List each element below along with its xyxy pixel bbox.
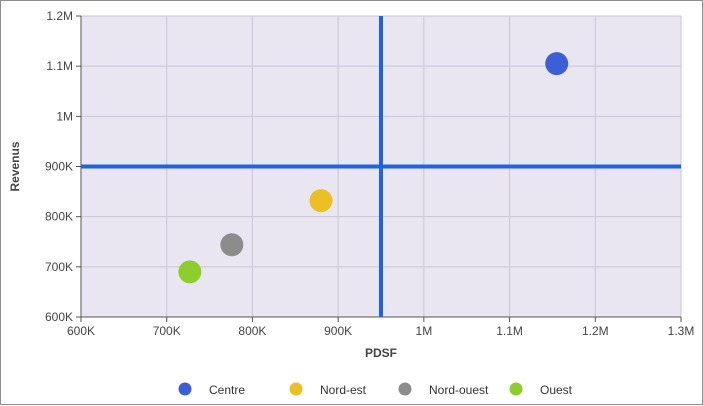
x-tick-label: 800K <box>238 324 266 338</box>
y-tick-label: 1.2M <box>46 9 73 23</box>
legend-label-nord-est: Nord-est <box>320 383 367 397</box>
point-nord-ouest <box>220 233 244 257</box>
legend-label-centre: Centre <box>209 383 245 397</box>
legend-marker-centre <box>178 382 192 396</box>
y-tick-label: 700K <box>45 260 73 274</box>
y-tick-label: 600K <box>45 310 73 324</box>
x-tick-label: 1M <box>416 324 433 338</box>
x-tick-label: 900K <box>324 324 352 338</box>
x-tick-label: 1.3M <box>668 324 695 338</box>
legend-marker-nord-ouest <box>398 382 412 396</box>
point-ouest <box>178 260 202 284</box>
x-tick-label: 1.2M <box>582 324 609 338</box>
y-axis-ticks: 600K 700K 800K 900K 1M 1.1M 1.2M <box>45 9 81 324</box>
y-axis-title: Revenus <box>8 141 22 191</box>
legend-label-ouest: Ouest <box>540 383 573 397</box>
y-tick-label: 1.1M <box>46 59 73 73</box>
legend-marker-ouest <box>509 382 523 396</box>
legend: Centre Nord-est Nord-ouest Ouest <box>178 382 573 397</box>
point-nord-est <box>309 189 333 213</box>
y-tick-label: 800K <box>45 210 73 224</box>
point-centre <box>545 52 569 76</box>
legend-label-nord-ouest: Nord-ouest <box>429 383 489 397</box>
x-tick-label: 600K <box>67 324 95 338</box>
x-axis-ticks: 600K 700K 800K 900K 1M 1.1M 1.2M 1.3M <box>67 317 694 338</box>
reference-lines <box>81 16 681 317</box>
x-tick-label: 700K <box>153 324 181 338</box>
data-points <box>178 52 569 284</box>
x-tick-label: 1.1M <box>496 324 523 338</box>
y-tick-label: 1M <box>56 109 73 123</box>
y-tick-label: 900K <box>45 160 73 174</box>
legend-marker-nord-est <box>289 382 303 396</box>
x-axis-title: PDSF <box>365 346 397 360</box>
